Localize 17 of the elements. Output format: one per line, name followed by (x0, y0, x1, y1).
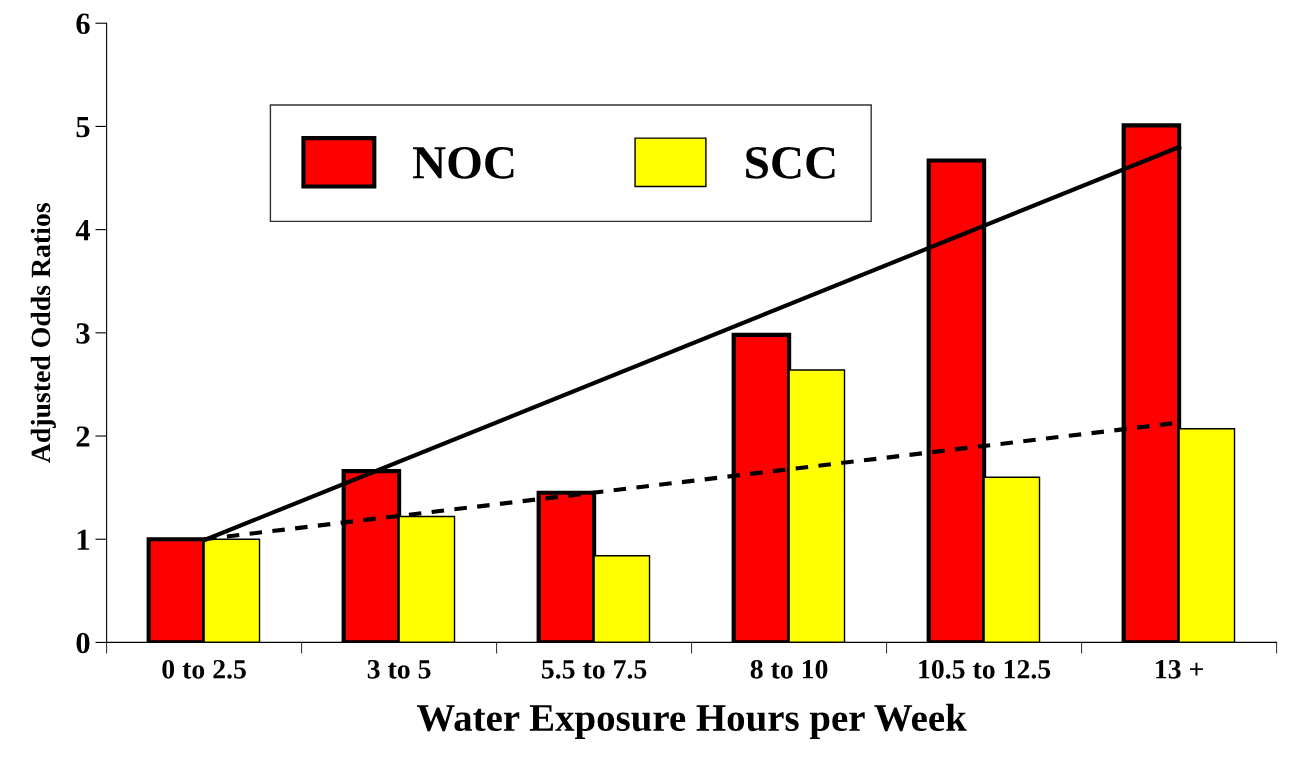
x-tick-label: 10.5 to 12.5 (919, 659, 1051, 679)
x-tick-label: 13 + (1156, 659, 1203, 679)
y-axis-title: Adjusted Odds Ratios (30, 203, 56, 463)
y-tick-label: 4 (75, 220, 91, 241)
x-tick-label: 0 to 2.5 (162, 659, 246, 679)
x-axis-title: Water Exposure Hours per Week (416, 703, 967, 739)
legend-label: NOC (412, 146, 514, 179)
y-tick-label: 1 (77, 529, 90, 550)
y-tick-label: 6 (76, 13, 90, 35)
y-tick-label: 0 (76, 632, 90, 654)
y-tick-label: 3 (76, 323, 90, 344)
legend-label: SCC (746, 146, 835, 179)
x-tick-label: 3 to 5 (367, 659, 431, 679)
y-tick-label: 2 (76, 426, 90, 447)
x-tick-label: 5.5 to 7.5 (541, 660, 647, 679)
y-tick-label: 5 (76, 117, 90, 138)
x-tick-label: 8 to 10 (750, 659, 828, 679)
